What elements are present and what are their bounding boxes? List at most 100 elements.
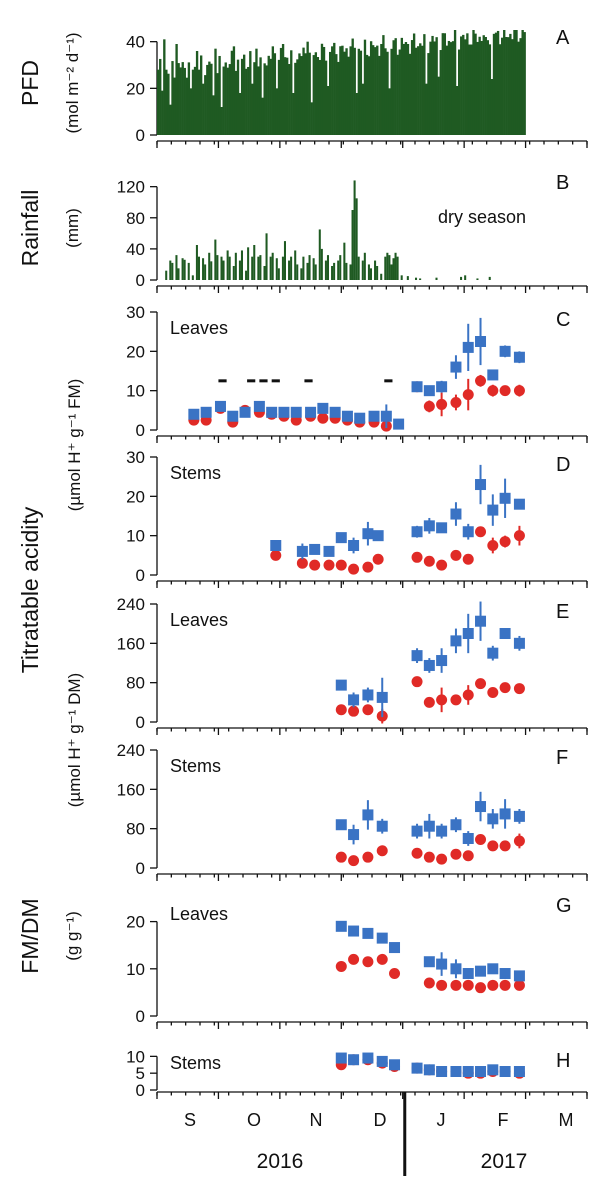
pfd-bar xyxy=(333,42,336,135)
day-square-point xyxy=(372,530,384,542)
day-square-point xyxy=(513,970,525,982)
rainfall-bar xyxy=(240,250,243,280)
day-square-point xyxy=(290,406,302,418)
pfd-bar xyxy=(509,33,512,135)
night-circle-point xyxy=(513,385,525,397)
rainfall-bar xyxy=(277,268,280,280)
pfd-bar xyxy=(259,57,262,135)
pfd-bar xyxy=(445,45,449,135)
pfd-bar xyxy=(505,37,508,135)
rainfall-bar xyxy=(361,260,364,280)
pfd-bar xyxy=(226,67,229,135)
night-circle-point xyxy=(450,694,462,706)
fmdm-units-label: (g g⁻¹) xyxy=(63,911,82,961)
month-label-oct: O xyxy=(247,1110,261,1130)
day-square-point xyxy=(450,508,462,520)
day-square-point xyxy=(436,1066,448,1077)
pfd-bar xyxy=(433,41,436,135)
panel-note-e: Leaves xyxy=(170,610,228,630)
rainfall-bar xyxy=(400,275,403,280)
day-square-point xyxy=(513,498,525,510)
day-square-point xyxy=(436,655,448,667)
night-circle-point xyxy=(423,851,435,863)
y-tick-label-f: 0 xyxy=(136,859,145,878)
panel-letter-g: G xyxy=(556,895,572,917)
day-square-point xyxy=(348,694,360,706)
rainfall-bar xyxy=(308,255,311,280)
rainfall-bar xyxy=(269,256,272,280)
pfd-bar xyxy=(210,63,213,136)
night-circle-point xyxy=(335,559,347,571)
pfd-bar xyxy=(249,51,252,135)
pfd-bar xyxy=(173,77,176,135)
pfd-bar xyxy=(472,30,475,135)
rainfall-bar xyxy=(351,210,354,280)
y-tick-label-g: 0 xyxy=(136,1007,145,1026)
y-tick-label-a: 40 xyxy=(126,33,145,52)
rainfall-bar xyxy=(290,256,293,280)
pfd-bar xyxy=(320,43,324,135)
day-square-point xyxy=(253,400,265,412)
pfd-bar xyxy=(163,39,166,136)
night-circle-point xyxy=(389,968,401,980)
month-label-jan: J xyxy=(437,1110,446,1130)
rainfall-bar xyxy=(369,268,372,280)
night-circle-point xyxy=(335,960,347,972)
panel-a: 0 20 40 A xyxy=(126,27,588,148)
pfd-bar xyxy=(267,55,270,135)
rainfall-bar xyxy=(228,256,231,280)
pfd-bar xyxy=(474,33,477,135)
rainfall-bar xyxy=(195,245,198,280)
pfd-bar xyxy=(310,102,313,135)
pfd-bar xyxy=(372,45,375,135)
y-tick-label-d: 10 xyxy=(126,527,145,546)
y-tick-label-g: 20 xyxy=(126,913,145,932)
pfd-bar xyxy=(449,42,453,135)
rainfall-bar xyxy=(183,259,186,280)
pfd-bar xyxy=(243,54,246,135)
pfd-bar xyxy=(359,50,363,135)
rainfall-bar xyxy=(326,255,329,280)
night-circle-point xyxy=(362,851,374,863)
pfd-bar xyxy=(480,40,483,135)
day-square-point xyxy=(487,813,499,825)
day-square-point xyxy=(450,963,462,975)
pfd-bar xyxy=(202,83,205,135)
pfd-bar xyxy=(443,33,447,135)
pfd-bar xyxy=(369,41,373,135)
pfd-bar xyxy=(488,44,492,135)
rainfall-bar xyxy=(245,270,248,280)
night-circle-point xyxy=(462,689,474,701)
day-square-point xyxy=(411,381,423,393)
rainfall-bar xyxy=(175,255,178,280)
pfd-bar xyxy=(290,50,293,135)
day-square-point xyxy=(362,689,374,701)
day-square-point xyxy=(499,628,511,639)
rainfall-bar xyxy=(169,260,172,280)
day-square-point xyxy=(200,406,212,418)
panel-f: 0 80 160 240 F Stems xyxy=(117,741,588,881)
rainfall-bar xyxy=(339,255,342,280)
rainfall-bar xyxy=(238,260,241,280)
y-tick-label-h: 0 xyxy=(136,1081,145,1100)
pfd-bar xyxy=(421,45,424,135)
day-square-point xyxy=(376,1055,388,1067)
pfd-bar xyxy=(513,30,516,135)
day-square-point xyxy=(499,968,511,980)
pfd-bar xyxy=(435,37,438,135)
night-circle-point xyxy=(513,835,525,847)
pfd-bar xyxy=(179,67,182,135)
day-square-point xyxy=(214,400,226,412)
rainfall-bar xyxy=(337,260,340,280)
pfd-bar xyxy=(175,44,178,135)
panel-letter-d: D xyxy=(556,454,570,476)
y-tick-label-c: 10 xyxy=(126,382,145,401)
rainfall-bar xyxy=(324,260,327,280)
rainfall-bar xyxy=(488,276,491,280)
day-square-point xyxy=(423,385,435,397)
night-circle-point xyxy=(376,953,388,965)
pfd-bar xyxy=(279,47,283,136)
pfd-bar xyxy=(212,95,215,135)
night-circle-point xyxy=(436,979,448,991)
